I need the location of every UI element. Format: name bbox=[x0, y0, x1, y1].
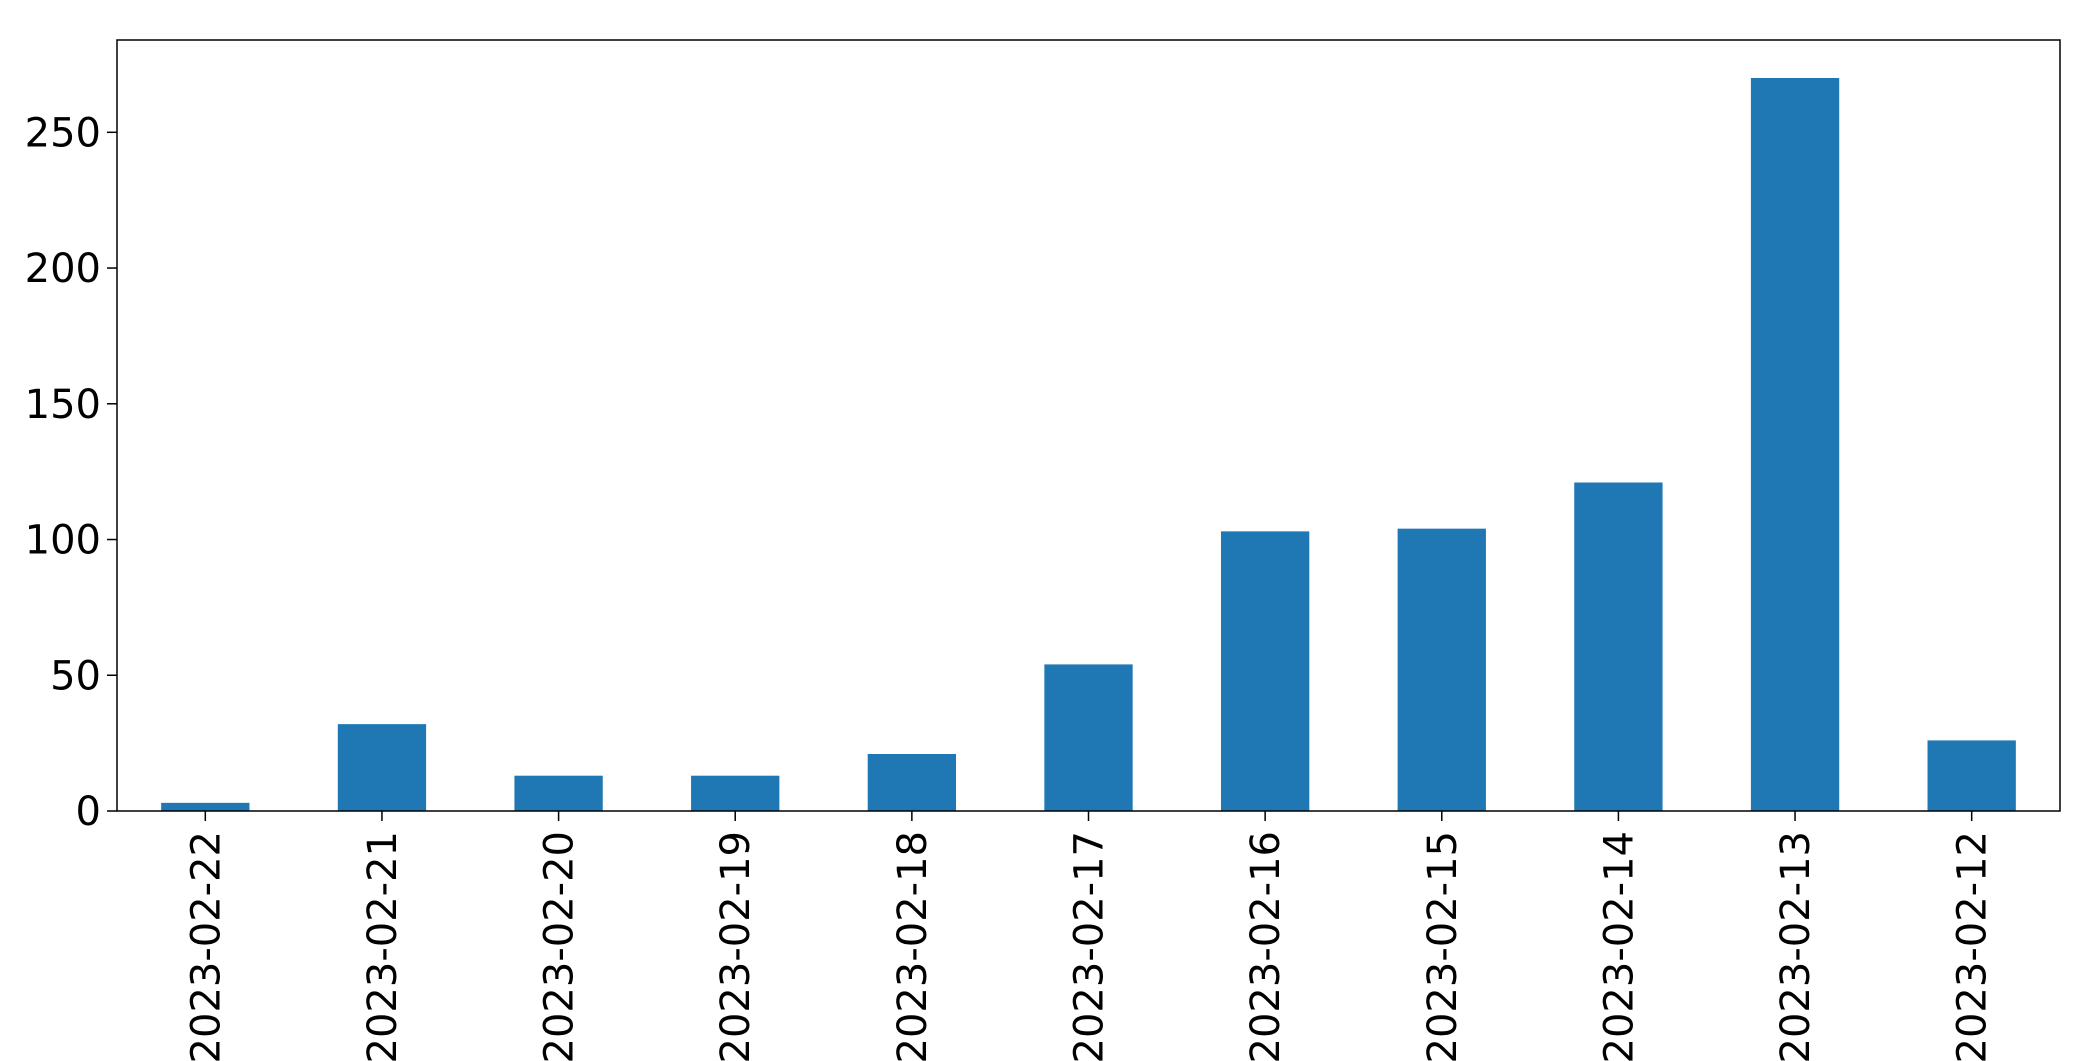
x-tick-label: 2023-02-17 bbox=[1067, 831, 1113, 1061]
bar-2023-02-14 bbox=[1574, 482, 1663, 811]
x-tick-label: 2023-02-14 bbox=[1596, 831, 1642, 1061]
x-tick-label: 2023-02-13 bbox=[1773, 831, 1819, 1061]
bar-2023-02-13 bbox=[1750, 78, 1840, 812]
x-axis: 2023-02-22 2023-02-21 2023-02-20 2023-02-19… bbox=[183, 811, 1996, 1061]
x-tick-label: 2023-02-21 bbox=[360, 831, 406, 1061]
bar-2023-02-12 bbox=[1927, 740, 2016, 811]
bar-2023-02-22 bbox=[161, 802, 250, 811]
y-tick-label: 0 bbox=[76, 789, 101, 835]
x-tick-label: 2023-02-18 bbox=[890, 831, 936, 1061]
bar-2023-02-19 bbox=[691, 775, 780, 811]
plot-frame bbox=[116, 39, 2061, 812]
bar-2023-02-17 bbox=[1044, 664, 1133, 811]
y-axis: 0 50 100 150 200 250 bbox=[25, 110, 117, 835]
x-tick-label: 2023-02-20 bbox=[537, 831, 583, 1061]
x-tick-label: 2023-02-16 bbox=[1243, 831, 1289, 1061]
x-tick-label: 2023-02-19 bbox=[713, 831, 759, 1061]
y-tick-label: 50 bbox=[50, 653, 101, 699]
x-tick-label: 2023-02-22 bbox=[183, 831, 229, 1061]
y-tick-label: 150 bbox=[25, 382, 101, 428]
x-tick-label: 2023-02-15 bbox=[1420, 831, 1466, 1061]
bar-2023-02-18 bbox=[867, 753, 957, 811]
bars-group bbox=[161, 78, 2016, 812]
bar-2023-02-15 bbox=[1397, 528, 1486, 811]
y-tick-label: 250 bbox=[25, 110, 101, 156]
bar-2023-02-21 bbox=[337, 724, 427, 811]
y-tick-label: 200 bbox=[25, 246, 101, 292]
bar-2023-02-16 bbox=[1220, 531, 1310, 811]
y-tick-label: 100 bbox=[25, 518, 101, 564]
x-tick-label: 2023-02-12 bbox=[1950, 831, 1996, 1061]
bar-2023-02-20 bbox=[514, 775, 603, 811]
